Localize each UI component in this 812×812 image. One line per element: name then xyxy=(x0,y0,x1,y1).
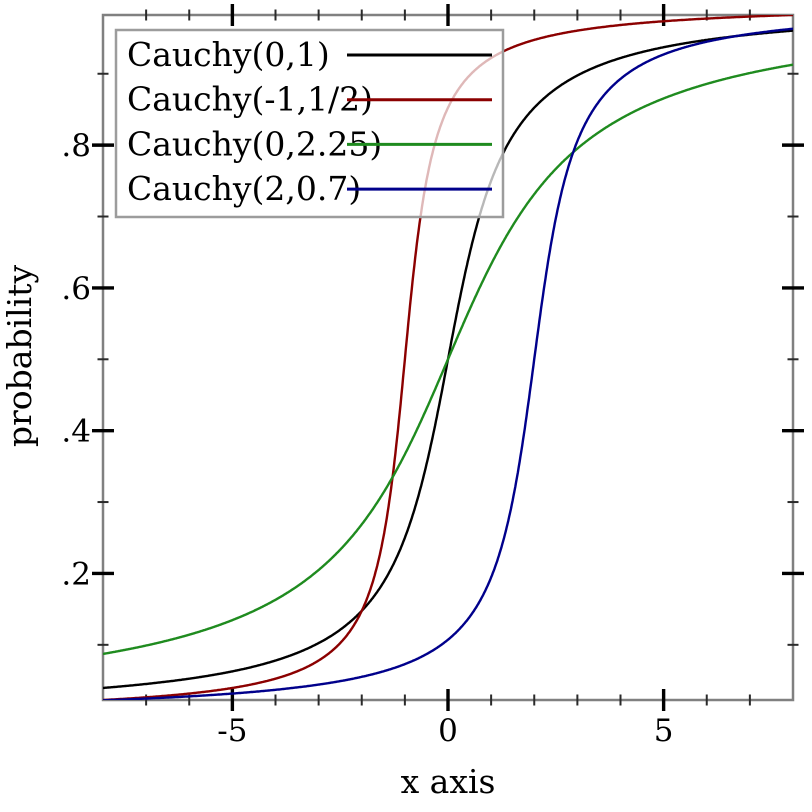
legend-box: Cauchy(0,1) Cauchy(-1,1/2) Cauchy(0,2.25) C… xyxy=(114,28,505,219)
curve-cauchy-2-0-7- xyxy=(103,27,793,700)
legend-frame xyxy=(114,28,505,219)
x-tick-label: -5 xyxy=(217,713,247,749)
curve-cauchy-0-2-25- xyxy=(103,63,793,656)
legend-label: Cauchy(0,2.25) xyxy=(127,124,382,163)
y-tick-label: .8 xyxy=(61,128,91,164)
y-tick-label: .2 xyxy=(61,556,91,592)
y-tick-label: .4 xyxy=(61,414,91,450)
x-tick-label: 5 xyxy=(654,713,674,749)
y-tick-label: .6 xyxy=(61,271,91,307)
x-axis-label: x axis xyxy=(401,762,496,801)
x-tick-label: 0 xyxy=(438,713,458,749)
axis-labels: x axis probability xyxy=(0,265,495,801)
y-axis-label: probability xyxy=(0,265,39,448)
legend-label: Cauchy(2,0.7) xyxy=(127,169,361,208)
axes-frame: -5 0 5 .2 .4 .6 .8 xyxy=(61,4,804,749)
legend-label: Cauchy(-1,1/2) xyxy=(127,80,373,119)
legend-label: Cauchy(0,1) xyxy=(127,35,330,74)
